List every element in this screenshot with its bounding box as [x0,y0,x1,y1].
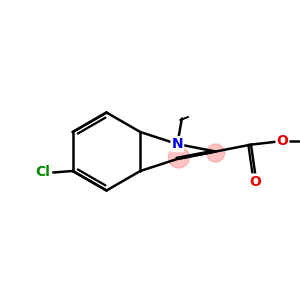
Circle shape [168,147,189,168]
Text: N: N [172,137,183,151]
Text: O: O [277,134,288,148]
Circle shape [207,144,225,162]
Text: O: O [250,175,261,188]
Text: Cl: Cl [35,166,50,179]
